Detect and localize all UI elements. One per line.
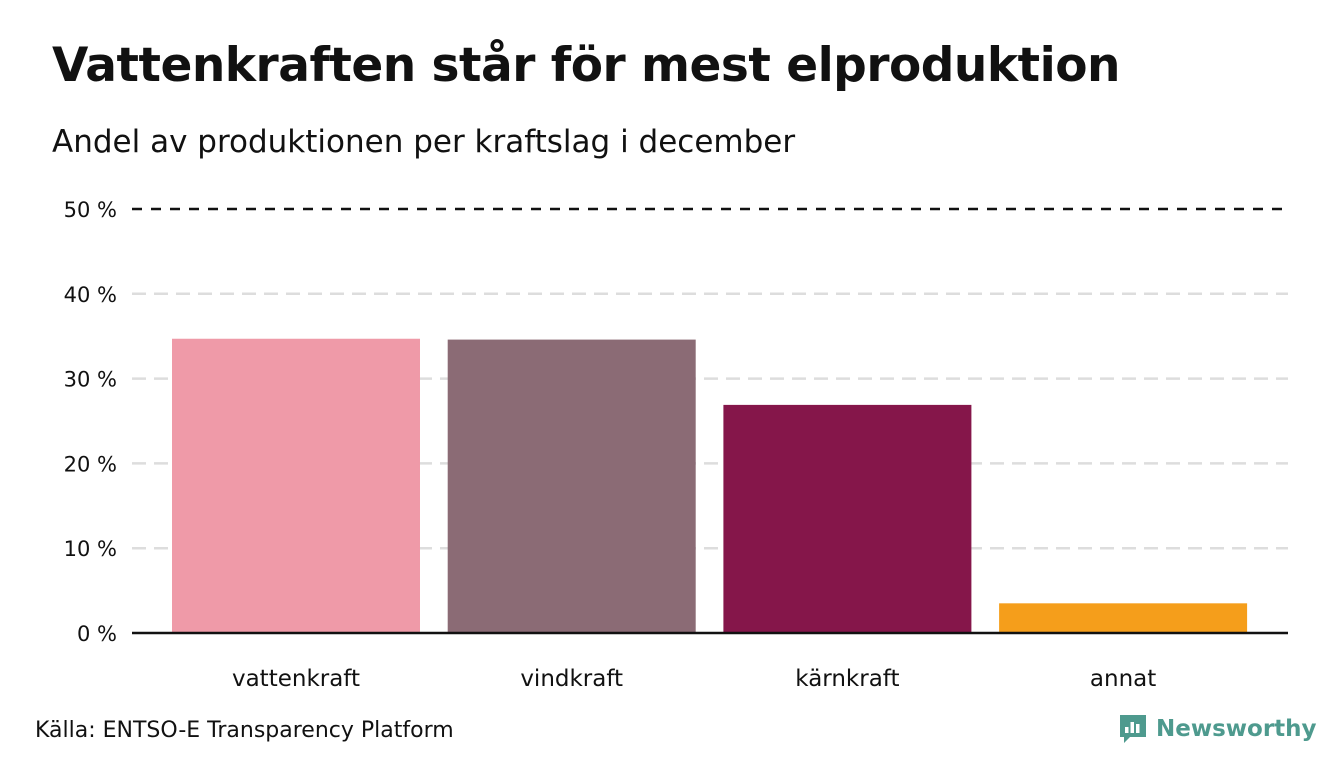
y-tick-label: 10 % xyxy=(64,537,117,561)
x-tick-label: vindkraft xyxy=(520,666,623,692)
brand-logo: Newsworthy xyxy=(1118,713,1317,745)
bars xyxy=(172,338,1248,633)
y-tick-label: 40 % xyxy=(64,283,117,307)
bar-kärnkraft xyxy=(723,404,972,633)
newsworthy-logo-icon xyxy=(1120,715,1146,743)
y-tick-label: 30 % xyxy=(64,368,117,392)
bar-vattenkraft xyxy=(172,338,420,633)
y-tick-label: 0 % xyxy=(77,622,117,646)
x-axis-labels: vattenkraft vindkraft kärnkraft annat xyxy=(232,666,1156,692)
bar-vindkraft xyxy=(447,339,696,633)
source-note: Källa: ENTSO-E Transparency Platform xyxy=(35,718,454,743)
gridlines xyxy=(132,207,1288,550)
y-tick-label: 50 % xyxy=(64,198,117,222)
bar-annat xyxy=(999,603,1248,633)
brand-name: Newsworthy xyxy=(1156,716,1317,742)
y-axis-ticks: 0 % 10 % 20 % 30 % 40 % 50 % xyxy=(64,198,117,646)
y-tick-label: 20 % xyxy=(64,452,117,476)
chart-title: Vattenkraften står för mest elproduktion xyxy=(52,38,1120,93)
x-tick-label: annat xyxy=(1090,666,1156,692)
chart-subtitle: Andel av produktionen per kraftslag i de… xyxy=(52,124,796,160)
x-tick-label: vattenkraft xyxy=(232,666,360,692)
x-tick-label: kärnkraft xyxy=(795,666,899,692)
